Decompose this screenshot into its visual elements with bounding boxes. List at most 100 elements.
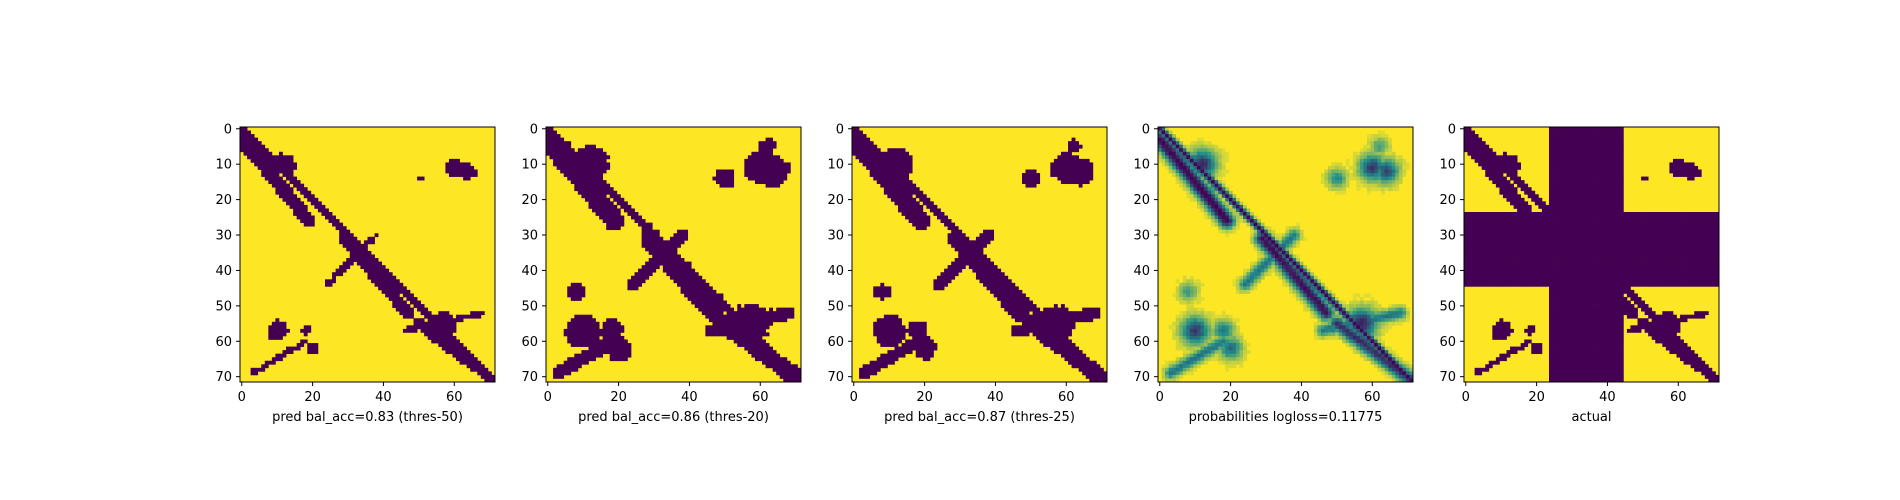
heatmap-cell [754,180,759,185]
heatmap-cell [979,265,984,270]
heatmap-cell [1471,130,1475,135]
heatmap-cell [1570,148,1575,153]
heatmap-cell [1359,173,1364,177]
heatmap-cell [1349,307,1354,312]
heatmap-cell [772,367,777,372]
heatmap-cell [1186,148,1191,153]
heatmap-cell [1398,371,1403,376]
heatmap-cell [1018,328,1023,333]
y-tick-label: 10 [1133,158,1150,173]
heatmap-cell [300,201,305,206]
heatmap-cell [1345,158,1350,163]
heatmap-cell [776,353,781,358]
heatmap-cell [1349,173,1354,177]
heatmap-cell [606,222,611,227]
heatmap-cell [922,197,927,202]
heatmap-cell [944,282,948,287]
heatmap-cell [1193,180,1198,185]
heatmap-cell [986,279,991,284]
heatmap-cell [584,357,589,362]
heatmap-cell [1189,155,1194,160]
heatmap-cell [730,176,735,181]
heatmap-cell [1189,357,1194,362]
heatmap-cell [954,236,959,241]
heatmap-cell [1200,357,1205,362]
heatmap-cell [908,194,913,199]
heatmap-cell [592,204,596,209]
heatmap-cell [1179,314,1184,319]
heatmap-cell [655,243,660,248]
heatmap-cell [915,325,920,330]
heatmap-cell [1335,180,1339,185]
heatmap-cell [1225,318,1230,323]
heatmap-cell [1004,289,1009,294]
heatmap-cell [307,215,312,220]
heatmap-cell [1384,173,1389,177]
heatmap-cell [975,258,980,262]
heatmap-cell [1591,148,1596,153]
heatmap-cell [240,127,244,131]
heatmap-cell [1384,350,1389,355]
heatmap-cell [271,321,276,326]
heatmap-cell [1218,314,1223,319]
heatmap-cell [574,155,579,160]
heatmap-cell [915,328,920,333]
heatmap-cell [1060,346,1065,351]
heatmap-cell [466,173,471,177]
heatmap-cell [1570,127,1575,131]
heatmap-cell [264,158,269,163]
heatmap-cell [616,332,621,337]
heatmap-cell [1078,318,1083,323]
heatmap-cell [1405,314,1410,319]
heatmap-cell [1036,325,1041,330]
heatmap-cell [712,314,717,319]
heatmap-cell [584,360,589,365]
heatmap-cell [1064,321,1069,326]
heatmap-cell [1285,265,1290,270]
heatmap-cell [595,158,600,163]
heatmap-cell [567,158,572,163]
heatmap-cell [772,176,777,181]
heatmap-cell [723,169,727,174]
heatmap-cell [901,201,906,206]
heatmap-cell [1000,279,1005,284]
heatmap-cell [1218,229,1223,234]
heatmap-cell [374,268,379,273]
heatmap-cell [1172,173,1177,177]
heatmap-cell [1338,165,1343,170]
heatmap-cell [915,201,920,206]
heatmap-cell [1193,311,1198,316]
heatmap-cell [1285,226,1290,231]
heatmap-cell [740,307,745,312]
heatmap-cell [1359,328,1364,333]
heatmap-cell [1196,311,1201,316]
y-tick-label: 70 [521,370,538,385]
heatmap-cell [303,332,308,337]
heatmap-cell [1232,350,1237,355]
heatmap-cell [303,328,308,333]
heatmap-cell [1296,233,1301,238]
heatmap-cell [890,350,895,355]
heatmap-cell [1274,240,1279,245]
heatmap-cell [1218,169,1223,174]
heatmap-cell [606,165,611,170]
heatmap-cell [776,158,781,163]
heatmap-cell [303,208,308,213]
heatmap-cell [783,374,788,379]
heatmap-cell [371,258,375,262]
heatmap-cell [592,155,596,160]
heatmap-cell [271,357,276,362]
heatmap-cell [890,328,895,333]
heatmap-cell [1057,321,1062,326]
heatmap-cell [560,144,565,149]
heatmap-cell [275,335,280,340]
heatmap-cell [1007,293,1012,298]
heatmap-cell [574,314,579,319]
heatmap-cell [894,314,899,319]
heatmap-cell [747,332,752,337]
heatmap-cell [1182,162,1187,167]
heatmap-cell [1370,325,1375,330]
heatmap-cell [609,215,614,220]
heatmap-cell [606,318,611,323]
heatmap-cell [1168,141,1173,146]
